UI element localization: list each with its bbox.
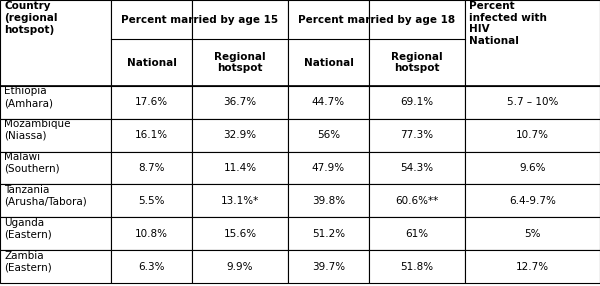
Text: Malawi
(Southern): Malawi (Southern) — [4, 152, 60, 174]
Bar — [192, 217, 288, 250]
Bar — [465, 86, 600, 119]
Text: 9.9%: 9.9% — [227, 262, 253, 272]
Text: 51.8%: 51.8% — [400, 262, 434, 272]
Bar — [0, 217, 111, 250]
Bar — [288, 184, 369, 217]
Bar — [111, 250, 192, 283]
Bar — [369, 184, 465, 217]
Text: Percent married by age 15: Percent married by age 15 — [121, 15, 278, 25]
Text: 77.3%: 77.3% — [400, 130, 434, 140]
Text: 5.5%: 5.5% — [138, 196, 165, 206]
Text: 56%: 56% — [317, 130, 340, 140]
Text: 9.6%: 9.6% — [519, 163, 546, 173]
Bar — [111, 0, 192, 86]
Bar — [369, 250, 465, 283]
Bar — [288, 250, 369, 283]
Bar — [465, 119, 600, 152]
Bar — [111, 152, 192, 184]
Text: 5.7 – 10%: 5.7 – 10% — [507, 97, 558, 107]
Bar — [369, 119, 465, 152]
Bar — [0, 119, 111, 152]
Text: Regional
hotspot: Regional hotspot — [214, 52, 266, 74]
Bar — [369, 152, 465, 184]
Text: Zambia
(Eastern): Zambia (Eastern) — [4, 251, 52, 273]
Text: 5%: 5% — [524, 229, 541, 239]
Bar — [369, 86, 465, 119]
Text: 44.7%: 44.7% — [312, 97, 345, 107]
Text: 10.7%: 10.7% — [516, 130, 549, 140]
Bar — [288, 86, 369, 119]
Text: Percent married by age 18: Percent married by age 18 — [298, 15, 455, 25]
Bar — [288, 152, 369, 184]
Text: 11.4%: 11.4% — [223, 163, 257, 173]
Bar — [288, 119, 369, 152]
Text: Uganda
(Eastern): Uganda (Eastern) — [4, 218, 52, 240]
Text: Regional
hotspot: Regional hotspot — [391, 52, 443, 74]
Bar — [192, 119, 288, 152]
Bar — [465, 250, 600, 283]
Text: Country
(regional
hotspot): Country (regional hotspot) — [4, 1, 58, 35]
Bar — [288, 217, 369, 250]
Bar — [465, 184, 600, 217]
Text: 39.7%: 39.7% — [312, 262, 345, 272]
Text: Tanzania
(Arusha/Tabora): Tanzania (Arusha/Tabora) — [4, 185, 87, 207]
Text: 51.2%: 51.2% — [312, 229, 345, 239]
Text: 39.8%: 39.8% — [312, 196, 345, 206]
Text: Ethiopia
(Amhara): Ethiopia (Amhara) — [4, 86, 53, 108]
Text: 69.1%: 69.1% — [400, 97, 434, 107]
Text: Percent
infected with
HIV
National: Percent infected with HIV National — [469, 1, 547, 46]
Text: 47.9%: 47.9% — [312, 163, 345, 173]
Bar — [288, 0, 369, 86]
Text: National: National — [304, 58, 353, 67]
Bar — [465, 152, 600, 184]
Bar — [111, 184, 192, 217]
Bar — [369, 217, 465, 250]
Bar — [465, 217, 600, 250]
Text: 17.6%: 17.6% — [135, 97, 168, 107]
Bar — [111, 86, 192, 119]
Bar — [111, 217, 192, 250]
Text: 61%: 61% — [406, 229, 428, 239]
Bar — [0, 184, 111, 217]
Bar — [0, 86, 111, 119]
Bar — [369, 0, 465, 86]
Bar — [192, 250, 288, 283]
Bar — [111, 119, 192, 152]
Bar — [192, 184, 288, 217]
Text: 15.6%: 15.6% — [223, 229, 257, 239]
Text: 6.3%: 6.3% — [138, 262, 165, 272]
Text: 36.7%: 36.7% — [223, 97, 257, 107]
Bar — [192, 152, 288, 184]
Bar — [0, 250, 111, 283]
Bar — [465, 0, 600, 86]
Text: 13.1%*: 13.1%* — [221, 196, 259, 206]
Text: 16.1%: 16.1% — [135, 130, 168, 140]
Bar — [0, 152, 111, 184]
Bar — [0, 0, 111, 86]
Text: 32.9%: 32.9% — [223, 130, 257, 140]
Text: National: National — [127, 58, 176, 67]
Bar — [192, 0, 288, 86]
Text: 60.6%**: 60.6%** — [395, 196, 439, 206]
Text: 8.7%: 8.7% — [138, 163, 165, 173]
Text: 6.4-9.7%: 6.4-9.7% — [509, 196, 556, 206]
Text: Mozambique
(Niassa): Mozambique (Niassa) — [4, 119, 71, 141]
Text: 54.3%: 54.3% — [400, 163, 434, 173]
Text: 12.7%: 12.7% — [516, 262, 549, 272]
Text: 10.8%: 10.8% — [135, 229, 168, 239]
Bar — [192, 86, 288, 119]
